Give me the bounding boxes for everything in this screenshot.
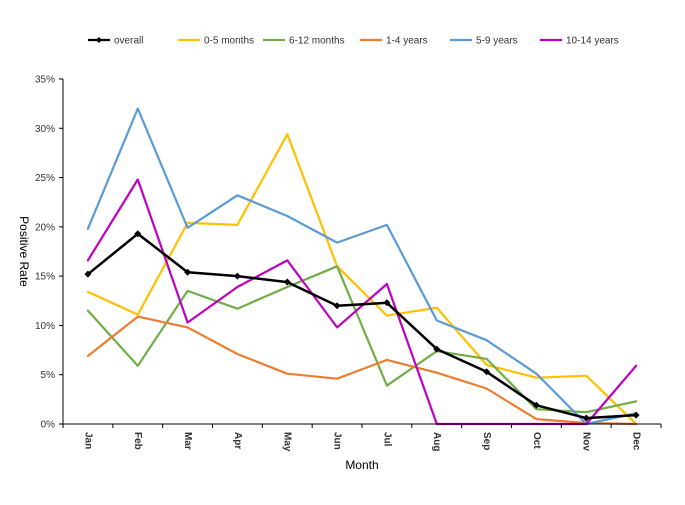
y-axis-title: Positive Rate xyxy=(17,216,31,287)
data-point xyxy=(632,411,640,419)
x-tick-label: Apr xyxy=(232,432,243,449)
legend: overall 0-5 months 6-12 months 1-4 years 5-9… xyxy=(88,36,619,47)
y-tick-label: 35% xyxy=(35,75,55,86)
data-point xyxy=(134,230,142,238)
y-tick-label: 10% xyxy=(35,321,55,332)
series-line-6-12-months xyxy=(86,265,638,414)
legend-item-1-4-years: 1-4 years xyxy=(360,36,428,47)
series-0-5-months xyxy=(86,133,638,426)
legend-marker xyxy=(96,37,102,43)
data-point xyxy=(283,278,291,286)
legend-label: 1-4 years xyxy=(386,36,428,47)
x-tick-label: Mar xyxy=(182,432,193,450)
legend-item-10-14-years: 10-14 years xyxy=(540,36,619,47)
data-point xyxy=(383,299,391,307)
series-line-10-14-years xyxy=(86,178,638,426)
data-point xyxy=(582,414,590,422)
y-ticks: 0% 5% 10% 15% 20% 25% 30% 35% xyxy=(35,75,63,431)
data-point xyxy=(532,401,540,409)
data-point xyxy=(184,268,192,276)
data-point xyxy=(483,368,491,376)
series-line-5-9-years xyxy=(86,107,638,426)
legend-item-6-12-months: 6-12 months xyxy=(263,36,345,47)
y-tick-label: 5% xyxy=(41,370,56,381)
series-1-4-years xyxy=(86,315,638,426)
series-5-9-years xyxy=(86,107,638,426)
data-point xyxy=(84,270,92,278)
data-point xyxy=(333,302,341,310)
x-tick-label: Oct xyxy=(531,432,542,449)
legend-label: 0-5 months xyxy=(204,36,254,47)
x-ticks: Jan Feb Mar Apr May Jun Jul Aug Sep Oct Nov Dec xyxy=(62,424,662,452)
x-tick-label: Jun xyxy=(331,432,342,450)
x-tick-label: Sep xyxy=(481,432,492,450)
y-tick-label: 0% xyxy=(41,420,56,431)
x-tick-label: Jan xyxy=(82,432,93,449)
series-line-1-4-years xyxy=(86,315,638,426)
y-tick-label: 30% xyxy=(35,124,55,135)
x-tick-label: Jul xyxy=(381,432,392,447)
y-tick-label: 25% xyxy=(35,173,55,184)
series-line-overall xyxy=(86,232,638,420)
data-point xyxy=(433,345,441,353)
x-tick-label: Nov xyxy=(581,432,592,451)
series-overall xyxy=(84,230,640,422)
y-tick-label: 20% xyxy=(35,222,55,233)
series-layer xyxy=(84,107,640,426)
x-axis-title: Month xyxy=(345,458,378,472)
legend-label: 10-14 years xyxy=(566,36,619,47)
series-10-14-years xyxy=(86,178,638,426)
x-tick-label: Dec xyxy=(630,432,641,451)
legend-label: 5-9 years xyxy=(476,36,518,47)
data-point xyxy=(233,272,241,280)
legend-label: 6-12 months xyxy=(289,36,345,47)
series-6-12-months xyxy=(86,265,638,414)
axes xyxy=(62,79,661,425)
x-tick-label: May xyxy=(282,432,293,452)
y-tick-label: 15% xyxy=(35,272,55,283)
x-tick-label: Feb xyxy=(132,432,143,450)
legend-item-0-5-months: 0-5 months xyxy=(178,36,254,47)
legend-item-5-9-years: 5-9 years xyxy=(450,36,518,47)
legend-label: overall xyxy=(114,36,143,47)
x-tick-label: Aug xyxy=(431,432,442,451)
series-line-0-5-months xyxy=(86,133,638,426)
legend-item-overall: overall xyxy=(88,36,143,47)
